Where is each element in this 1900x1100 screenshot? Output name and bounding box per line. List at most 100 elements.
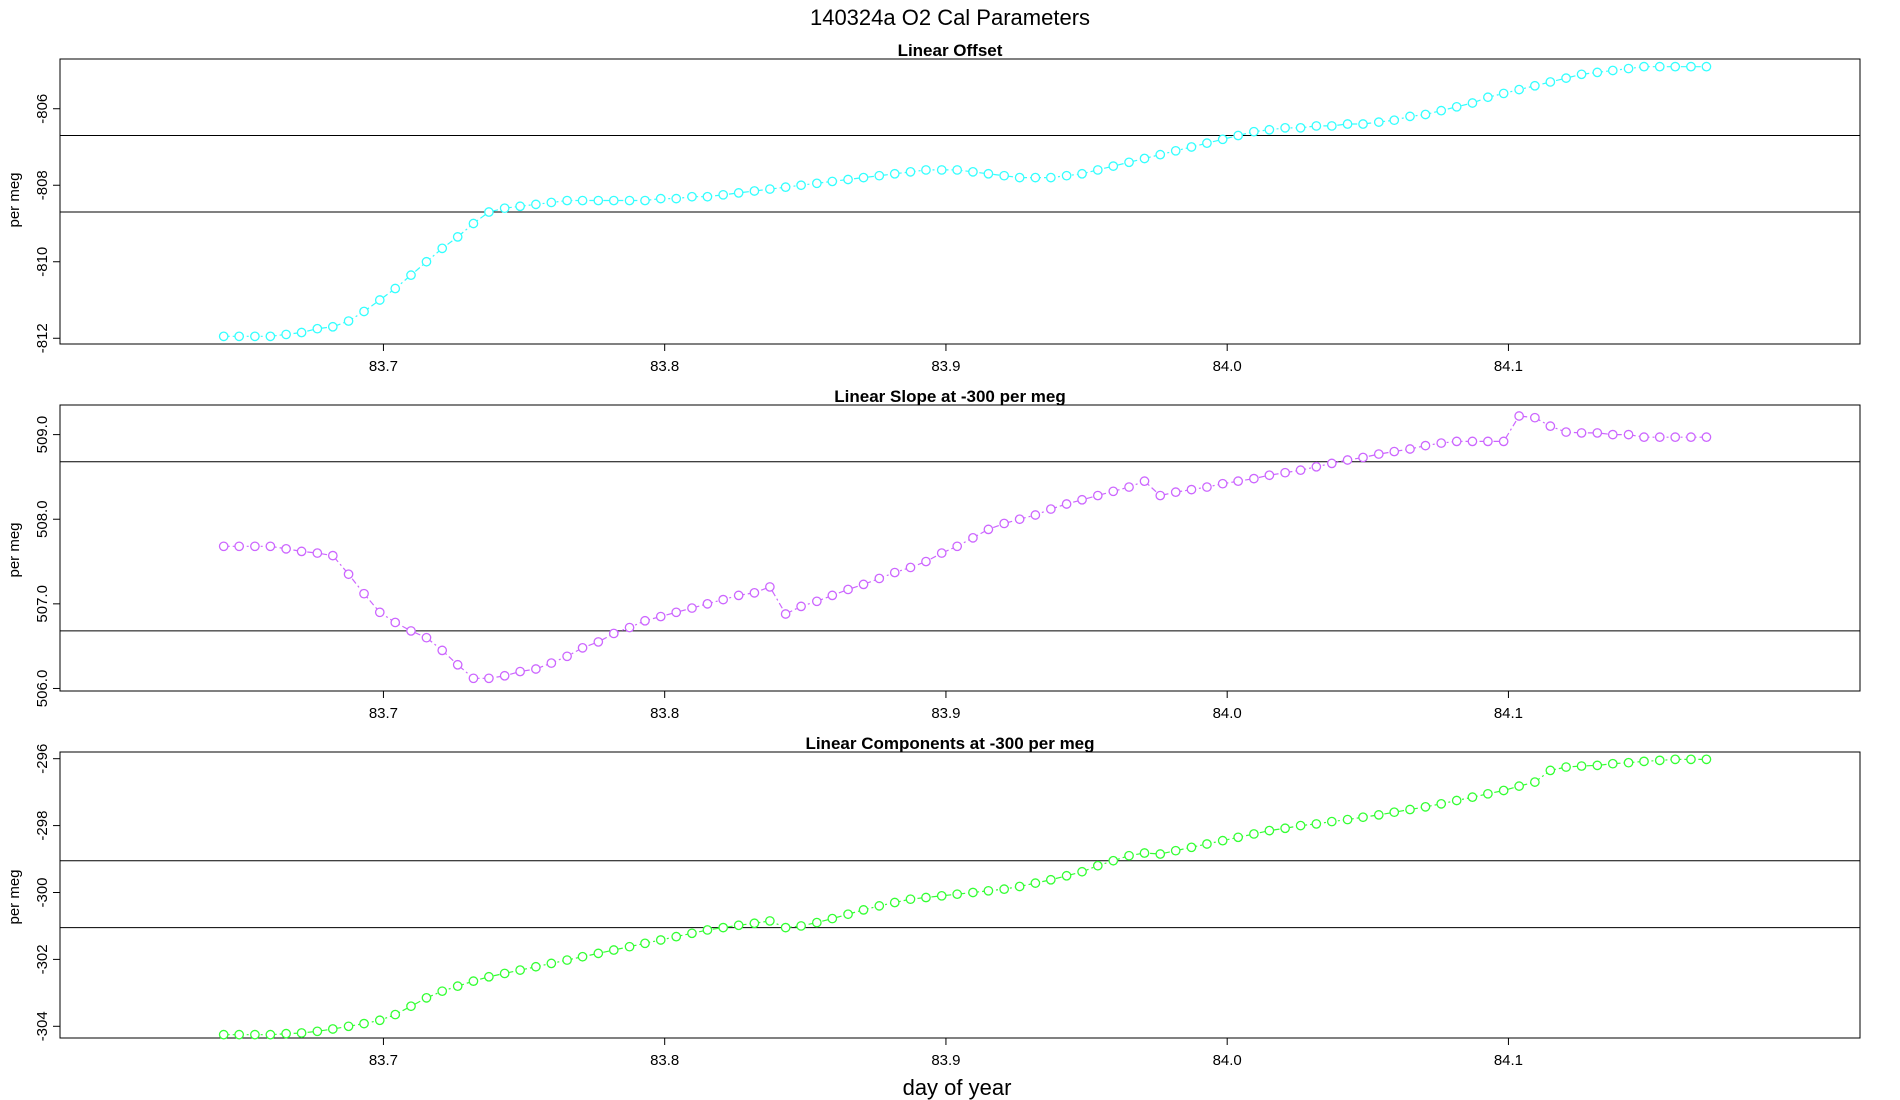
panel-title: Linear Components at -300 per meg (805, 734, 1094, 753)
data-point (1623, 757, 1634, 768)
data-point (1436, 105, 1447, 116)
data-point (952, 165, 963, 175)
data-point (921, 892, 931, 903)
data-point (1686, 754, 1696, 765)
data-point (250, 1029, 260, 1040)
data-point (624, 941, 635, 952)
data-point (968, 532, 978, 543)
plot-area: 83.7 83.8 83.9 84.0 84.1 -296 -298 -300 -302 -304 (34, 744, 1861, 1069)
data-point (406, 270, 416, 280)
data-point (1576, 761, 1587, 771)
data-point (296, 327, 307, 338)
data-point (1592, 760, 1603, 771)
data-point (1124, 850, 1134, 861)
data-point (1358, 119, 1368, 129)
panel-linear-slope: Linear Slope at -300 per meg per meg 83.… (6, 387, 1861, 722)
x-axis-label: day of year (903, 1075, 1012, 1100)
data-point (1530, 777, 1540, 787)
data-point (1405, 444, 1415, 454)
data-point (718, 189, 729, 200)
data-point (1358, 452, 1368, 463)
data-point (718, 594, 729, 605)
data-point (1155, 490, 1166, 501)
data-point (687, 928, 697, 939)
data-point (250, 541, 260, 552)
data-point (1202, 482, 1212, 492)
plot-area: 83.7 83.8 83.9 84.0 84.1 506.0 507.0 508.0 509.0 (34, 404, 1861, 722)
data-point (1639, 756, 1649, 767)
data-point (796, 601, 806, 612)
data-point (1654, 755, 1665, 766)
data-point (265, 331, 276, 342)
data-point (1092, 490, 1103, 501)
x-tick-label: 83.9 (931, 1052, 960, 1069)
data-point (702, 191, 713, 202)
data-point (265, 1029, 276, 1040)
data-point (1607, 758, 1618, 769)
data-point (1467, 98, 1478, 108)
data-point (671, 193, 682, 204)
data-point (608, 628, 619, 639)
data-point (1389, 115, 1400, 126)
x-tick-label: 83.8 (650, 358, 679, 375)
data-point (858, 579, 869, 590)
y-tick-label: 509.0 (34, 416, 51, 454)
data-point (1295, 465, 1306, 476)
data-point (1045, 172, 1056, 183)
plot-frame (59, 404, 1861, 692)
data-point (1061, 499, 1072, 509)
data-point (281, 543, 291, 554)
data-point (593, 637, 604, 647)
y-tick-label: 508.0 (34, 500, 51, 538)
data-point (468, 218, 479, 229)
data-point (749, 587, 760, 598)
data-point (1264, 124, 1275, 135)
data-point (499, 968, 510, 979)
data-point (936, 890, 947, 901)
data-point (390, 617, 401, 628)
data-point (1014, 514, 1025, 525)
data-point (968, 167, 978, 177)
data-point (1405, 804, 1415, 815)
data-point (1217, 835, 1228, 846)
data-point (1607, 65, 1618, 76)
data-point (468, 673, 479, 684)
y-tick-label: -296 (34, 744, 51, 774)
data-point (1124, 157, 1134, 168)
data-point (218, 541, 229, 552)
data-point (577, 642, 588, 653)
data-point (733, 590, 744, 601)
data-point (250, 331, 260, 342)
data-point (437, 986, 448, 997)
data-point (936, 548, 947, 558)
data-point (1233, 476, 1244, 487)
data-point (515, 201, 525, 212)
data-point (1451, 101, 1462, 112)
data-point (811, 917, 822, 928)
data-point (1092, 165, 1103, 175)
data-point (1311, 819, 1322, 829)
data-point (1670, 61, 1681, 72)
data-point (749, 186, 760, 196)
y-tick-label: -304 (34, 1011, 51, 1041)
data-point (1217, 134, 1228, 145)
data-point (1186, 842, 1197, 853)
data-point (1545, 421, 1556, 432)
data-point (343, 569, 354, 580)
data-point (437, 243, 448, 254)
data-point (234, 541, 245, 552)
data-point (827, 590, 838, 601)
data-point (983, 168, 994, 179)
data-point (1139, 476, 1150, 487)
data-point (811, 596, 822, 607)
data-point (1530, 80, 1540, 91)
y-tick-label: -806 (34, 94, 51, 124)
data-point (1249, 126, 1259, 137)
plot-frame (59, 58, 1861, 345)
data-point (1264, 470, 1275, 481)
data-point (843, 909, 853, 920)
data-point (843, 584, 853, 595)
data-point (1592, 67, 1603, 78)
data-point (531, 961, 541, 972)
data-point (780, 182, 791, 193)
